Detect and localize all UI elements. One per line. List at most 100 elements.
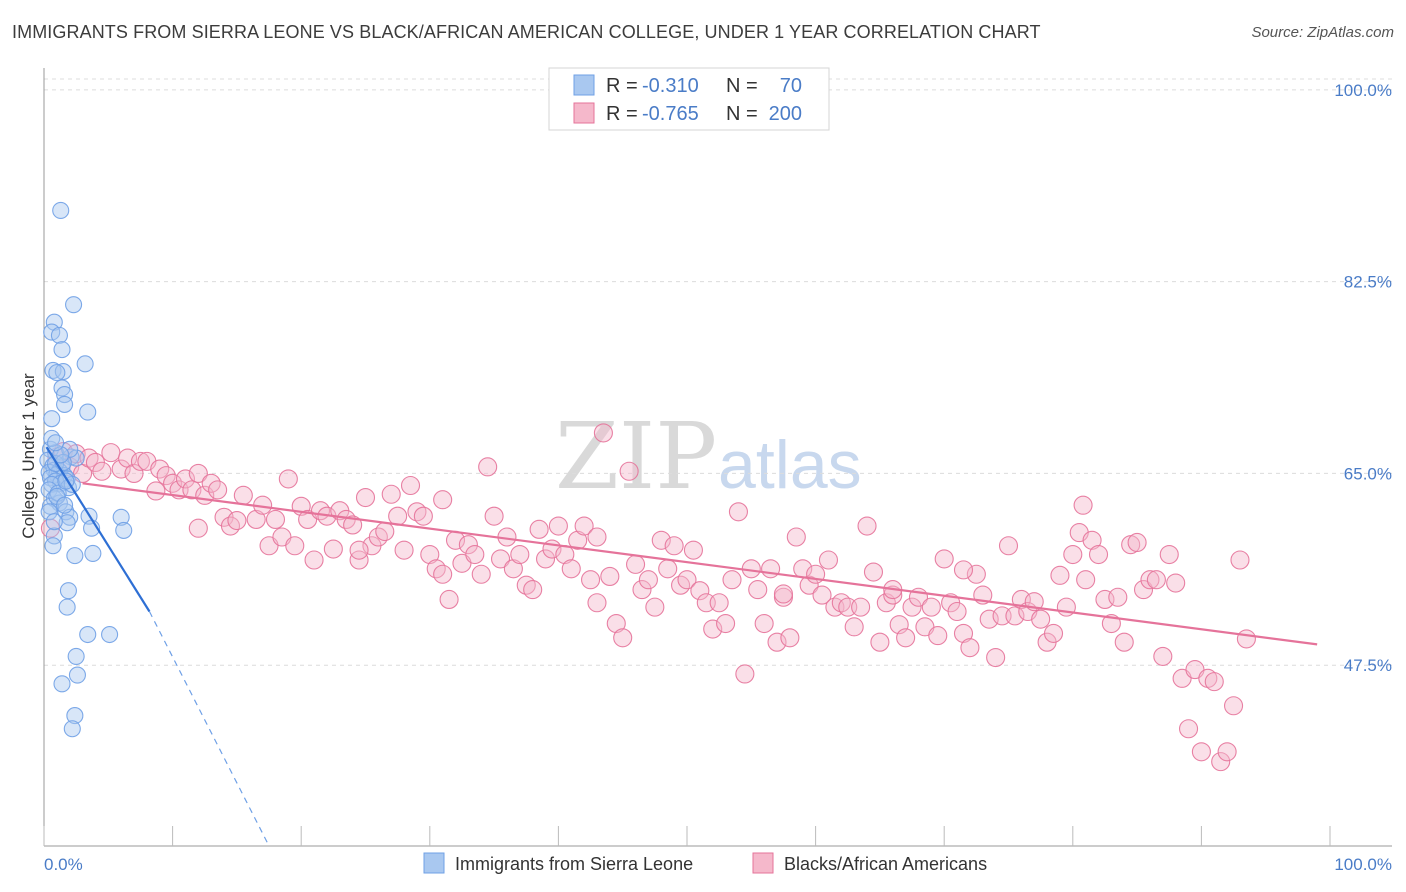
data-point xyxy=(124,463,144,483)
data-point xyxy=(735,664,755,684)
data-point xyxy=(606,614,626,634)
data-point xyxy=(188,463,208,483)
watermark: ZIP atlas xyxy=(555,403,862,510)
data-point xyxy=(478,457,498,477)
data-point xyxy=(471,564,491,584)
data-point xyxy=(548,516,568,536)
legend-r-value-1: -0.310 xyxy=(642,75,699,97)
data-point xyxy=(465,544,485,565)
data-point xyxy=(523,580,543,600)
data-point xyxy=(1108,587,1128,607)
trend-line-pink xyxy=(82,482,1318,646)
data-point xyxy=(45,513,63,531)
data-point xyxy=(658,559,678,579)
data-point xyxy=(66,547,84,565)
data-point xyxy=(188,518,208,538)
data-point xyxy=(130,451,150,471)
series-legend: Immigrants from Sierra Leone Blacks/Afri… xyxy=(423,852,987,874)
data-point xyxy=(593,423,613,443)
data-point xyxy=(934,549,954,569)
y-axis-label: College, Under 1 year xyxy=(19,373,38,539)
data-point xyxy=(285,536,305,556)
data-point xyxy=(748,580,768,600)
data-point xyxy=(998,536,1019,556)
data-point xyxy=(400,475,421,496)
legend-r-label-2: R = xyxy=(606,103,638,125)
data-point xyxy=(671,575,691,595)
legend-r-label-1: R = xyxy=(606,75,638,97)
bottom-legend-swatch-pink xyxy=(752,852,774,874)
data-point xyxy=(208,480,228,500)
data-point xyxy=(1127,532,1147,553)
x-tick-label-min: 0.0% xyxy=(44,855,83,874)
data-point xyxy=(220,516,241,536)
data-point xyxy=(53,675,71,693)
data-point xyxy=(587,527,607,547)
legend-n-value-1: 70 xyxy=(780,75,802,97)
data-point xyxy=(773,584,794,604)
watermark-zip: ZIP xyxy=(555,403,717,510)
data-point xyxy=(92,461,112,481)
data-point xyxy=(645,597,665,617)
data-point xyxy=(574,516,594,536)
x-tick-label-max: 100.0% xyxy=(1334,855,1392,874)
data-point xyxy=(101,443,121,463)
data-point xyxy=(812,585,832,605)
data-point xyxy=(115,521,133,539)
data-point xyxy=(56,496,74,514)
data-point xyxy=(1073,495,1093,515)
data-point xyxy=(1005,606,1025,626)
data-point xyxy=(818,550,839,570)
data-point xyxy=(426,559,446,579)
data-point xyxy=(966,564,986,584)
data-point xyxy=(66,707,84,725)
data-point xyxy=(63,720,81,738)
data-point xyxy=(458,535,478,555)
data-point xyxy=(510,544,530,565)
trend-line-blue-extension xyxy=(148,611,270,847)
data-point xyxy=(233,485,253,505)
y-tick-labels: 47.5% 65.0% 82.5% 100.0% xyxy=(1334,81,1392,675)
data-point xyxy=(728,502,748,522)
data-point xyxy=(529,519,549,539)
data-point xyxy=(381,484,401,504)
data-point xyxy=(638,570,658,590)
x-axis-ticks xyxy=(43,826,1331,846)
data-point xyxy=(56,395,74,413)
data-point xyxy=(767,632,787,652)
data-point xyxy=(48,364,66,382)
data-point xyxy=(40,503,58,521)
data-point xyxy=(690,581,710,601)
data-point xyxy=(857,516,877,536)
grid xyxy=(44,78,1392,666)
legend-r-value-2: -0.765 xyxy=(642,103,699,125)
data-point xyxy=(1146,570,1166,590)
data-point xyxy=(79,403,97,421)
correlation-legend: R = -0.310 N = 70 R = -0.765 N = 200 xyxy=(548,67,830,131)
data-point xyxy=(979,609,999,629)
data-point xyxy=(619,461,639,481)
data-point xyxy=(323,539,343,559)
data-point xyxy=(677,570,697,590)
legend-box xyxy=(548,67,830,131)
data-point xyxy=(56,385,74,404)
data-point xyxy=(490,549,511,569)
chart-title: IMMIGRANTS FROM SIERRA LEONE VS BLACK/AF… xyxy=(12,22,1041,42)
data-point xyxy=(101,625,119,644)
data-point xyxy=(1133,580,1154,600)
data-point xyxy=(851,597,871,617)
data-point xyxy=(111,459,131,479)
bottom-legend-label-pink: Blacks/African Americans xyxy=(784,854,987,874)
bottom-legend-swatch-blue xyxy=(423,852,445,874)
series-blacks-african-americans xyxy=(40,423,1256,772)
data-point xyxy=(246,509,266,530)
legend-n-value-2: 200 xyxy=(769,103,802,125)
trend-lines xyxy=(45,446,1318,847)
data-point xyxy=(112,508,130,526)
data-point xyxy=(870,632,890,652)
data-point xyxy=(484,506,504,526)
data-point xyxy=(59,582,77,600)
data-point xyxy=(664,536,684,556)
data-point xyxy=(921,597,941,617)
